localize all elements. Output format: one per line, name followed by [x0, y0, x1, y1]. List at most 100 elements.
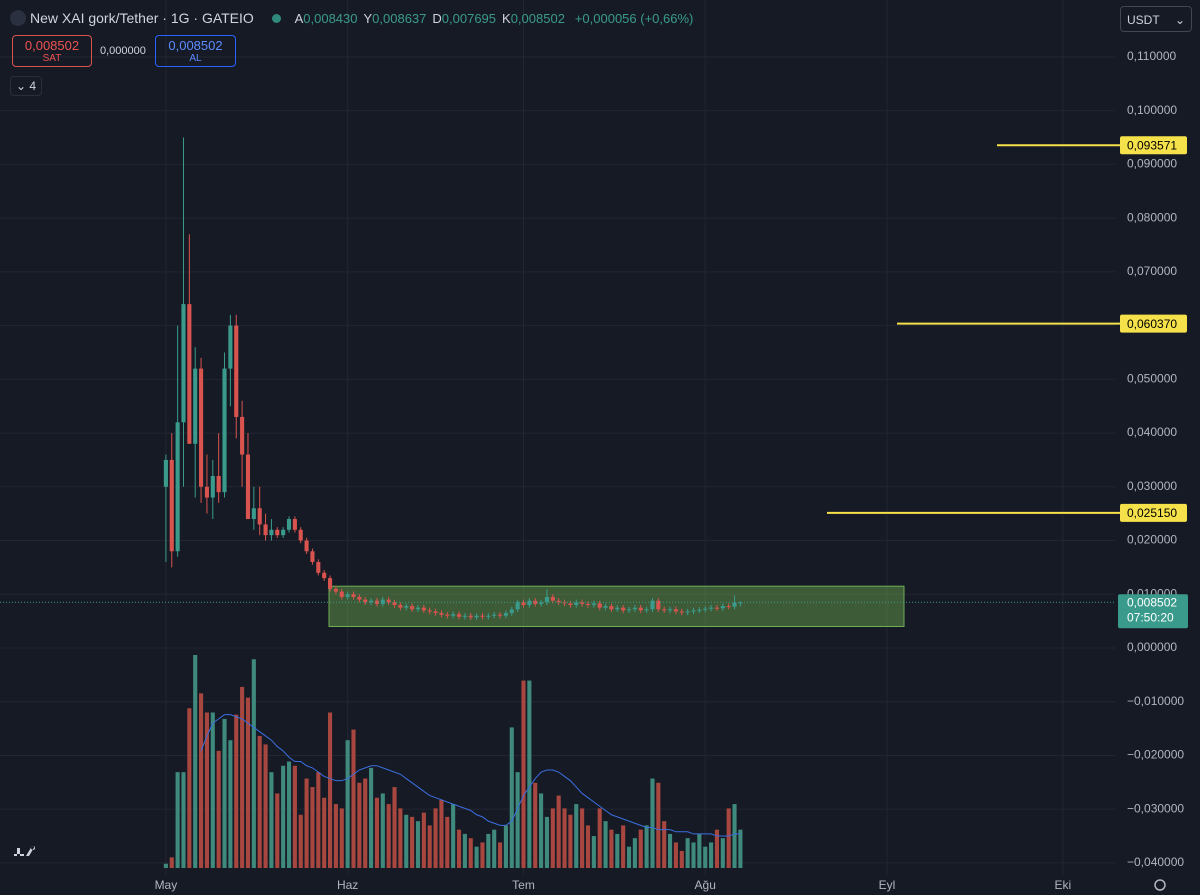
candle-body	[392, 602, 397, 606]
logo	[14, 846, 36, 856]
candle-body	[292, 519, 297, 530]
volume-bar	[369, 767, 374, 868]
volume-bar	[181, 772, 186, 868]
settings-icon[interactable]	[1154, 879, 1166, 891]
y-tick-label: 0,050000	[1127, 372, 1177, 386]
volume-bar	[339, 808, 344, 868]
volume-bar	[738, 829, 743, 868]
candle-body	[257, 508, 262, 525]
volume-bar	[732, 804, 737, 868]
volume-bar	[333, 804, 338, 868]
candle-body	[298, 529, 303, 541]
level-label: 0,093571	[1127, 138, 1177, 152]
candle-body	[527, 600, 532, 606]
volume-bar	[357, 782, 362, 868]
candle-body	[363, 599, 368, 603]
candle-body	[580, 602, 585, 604]
quote-key: A	[294, 11, 304, 26]
candle-body	[550, 596, 555, 601]
volume-bar	[298, 814, 303, 868]
buy-label: AL	[189, 53, 202, 64]
candle-body	[398, 605, 403, 608]
x-tick-label: Haz	[337, 878, 358, 892]
candle-body	[668, 609, 673, 611]
candle-body	[568, 603, 573, 606]
volume-bar	[662, 821, 667, 868]
candle-body	[410, 606, 415, 610]
x-tick-label: Eyl	[879, 878, 896, 892]
volume-bar	[621, 825, 626, 868]
quote-key: K	[502, 11, 511, 26]
candle-body	[603, 606, 608, 608]
volume-bar	[451, 804, 456, 868]
volume-bar	[720, 838, 725, 868]
volume-bar	[316, 772, 321, 868]
volume-bar	[304, 778, 309, 868]
volume-bar	[474, 846, 479, 868]
symbol-icon	[10, 10, 26, 26]
sell-button[interactable]: 0,008502 SAT	[12, 35, 92, 67]
volume-bar	[222, 718, 227, 868]
symbol[interactable]: New XAI gork/Tether · 1G · GATEIO	[30, 10, 254, 26]
volume-bar	[193, 655, 198, 868]
candle-body	[427, 610, 432, 612]
candle-body	[562, 602, 567, 604]
candle-body	[357, 596, 362, 600]
y-tick-label: −0,010000	[1127, 694, 1184, 708]
chevron: ⌄	[1174, 13, 1185, 27]
volume-bar	[615, 833, 620, 868]
currency-select[interactable]: USDT ⌄	[1120, 6, 1192, 32]
candle-body	[574, 602, 579, 606]
candle-body	[245, 454, 251, 520]
y-tick-label: 0,100000	[1127, 103, 1177, 117]
volume-bar	[398, 808, 403, 868]
plot	[0, 0, 1115, 875]
candle-body	[615, 607, 620, 610]
candle-body	[415, 607, 421, 610]
volume-bar	[257, 735, 262, 868]
candle-body	[445, 614, 450, 616]
candle-body	[263, 524, 268, 536]
volume-bar	[439, 799, 444, 868]
level-label: 0,025150	[1127, 506, 1177, 520]
candle-body	[386, 599, 391, 603]
candle-body	[439, 613, 444, 615]
last-price-box	[1118, 594, 1188, 629]
candle-body	[351, 594, 356, 597]
candle-body	[738, 602, 743, 604]
x-tick-label: Tem	[512, 878, 535, 892]
candle-body	[650, 600, 655, 610]
indicator-toggle[interactable]: ⌄ 4	[10, 76, 42, 96]
volume-bar	[644, 825, 649, 868]
volume-bar	[251, 659, 256, 868]
volume-bar	[292, 765, 297, 868]
quote: A0,008430 Y0,008637 D0,007695 K0,008502	[295, 11, 571, 26]
volume-bar	[404, 814, 409, 868]
candle-body	[703, 608, 708, 610]
buy-button[interactable]: 0,008502 AL	[155, 35, 236, 67]
y-tick-label: −0,030000	[1127, 801, 1184, 815]
volume-bar	[456, 829, 462, 868]
candle-body	[591, 603, 596, 606]
volume-bar	[656, 782, 661, 868]
quote-key: Y	[363, 11, 373, 26]
candle-body	[333, 588, 338, 592]
y-tick-label: 0,090000	[1127, 157, 1177, 171]
candle-body	[556, 600, 561, 603]
x-tick-label: Ağu	[695, 878, 716, 892]
volume-bar	[591, 836, 596, 868]
volume-bar	[204, 712, 209, 868]
volume-bar	[632, 838, 637, 868]
sell-price: 0,008502	[24, 38, 80, 53]
quote-key: D	[432, 11, 442, 26]
candle-body	[369, 600, 374, 603]
candle-body	[304, 540, 309, 552]
candle-body	[456, 614, 462, 617]
candle-body	[732, 602, 737, 607]
x-tick-label: May	[155, 878, 178, 892]
volume-bar	[697, 833, 702, 868]
volume-bar	[585, 825, 591, 868]
volume-bar	[626, 846, 632, 868]
countdown: 07:50:20	[1127, 610, 1174, 624]
